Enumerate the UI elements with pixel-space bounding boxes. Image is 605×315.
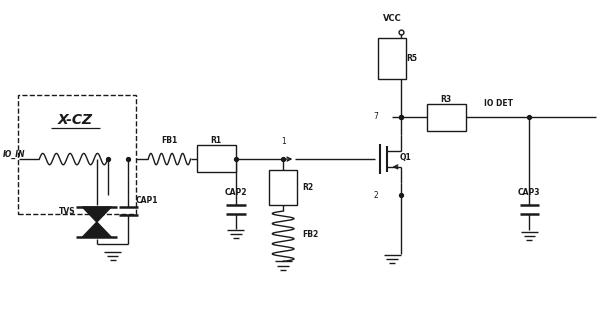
Polygon shape [82, 207, 111, 222]
Bar [378, 38, 406, 79]
Text: Q1: Q1 [399, 153, 411, 162]
Text: 1: 1 [281, 137, 286, 146]
Text: R2: R2 [302, 183, 313, 192]
Text: FB2: FB2 [302, 230, 319, 239]
Text: R5: R5 [407, 54, 417, 63]
Text: IO DET: IO DET [484, 100, 513, 108]
Text: FB1: FB1 [162, 136, 177, 145]
Text: TVS: TVS [59, 207, 76, 215]
Text: R1: R1 [211, 136, 221, 145]
Text: VCC: VCC [383, 14, 401, 23]
Text: X-CZ: X-CZ [58, 113, 93, 127]
Bar [427, 104, 466, 131]
Bar [197, 145, 236, 172]
Text: 7: 7 [373, 112, 378, 121]
Text: R3: R3 [440, 95, 451, 104]
Text: IO_IN: IO_IN [3, 150, 25, 159]
Text: CAP3: CAP3 [518, 188, 541, 197]
Text: CAP1: CAP1 [136, 196, 159, 204]
Text: CAP2: CAP2 [224, 188, 247, 197]
Text: 2: 2 [373, 191, 378, 200]
Polygon shape [82, 222, 111, 237]
Bar [18, 94, 136, 214]
Bar [269, 170, 297, 205]
